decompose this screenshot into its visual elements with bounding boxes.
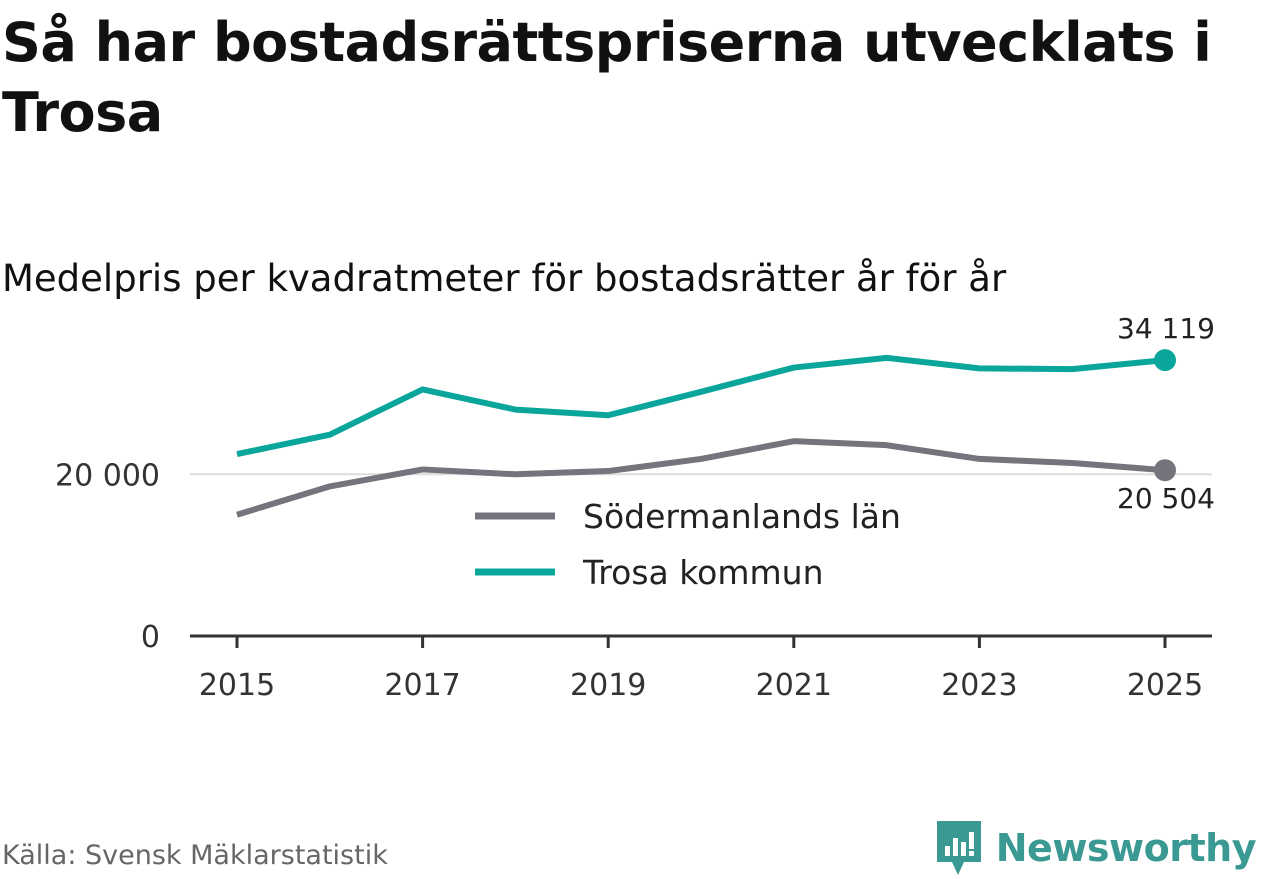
x-tick-label: 2025 xyxy=(1127,668,1203,703)
x-tick-label: 2023 xyxy=(941,668,1017,703)
source-note: Källa: Svensk Mäklarstatistik xyxy=(2,840,388,871)
series-line-kommun xyxy=(236,354,1166,458)
x-tick-label: 2015 xyxy=(199,668,275,703)
legend-box xyxy=(465,488,940,603)
newsworthy-logo-icon xyxy=(936,821,981,875)
y-tick-label: 0 xyxy=(141,620,160,655)
end-value-label: 34 119 xyxy=(1117,312,1215,345)
y-tick-label: 20 000 xyxy=(55,458,160,493)
x-tick-label: 2021 xyxy=(756,668,832,703)
newsworthy-logo: Newsworthy xyxy=(934,818,1257,878)
brand-name: Newsworthy xyxy=(995,826,1257,870)
end-point-kommun xyxy=(1154,349,1176,372)
line-chart: 0 20 000 2015 2017 2019 2021 2023 2025 Söderman… xyxy=(55,312,1215,703)
x-tick-label: 2019 xyxy=(570,668,646,703)
series-line-lan xyxy=(236,438,1166,518)
legend-label: Södermanlands län xyxy=(583,497,901,536)
x-tick-label: 2017 xyxy=(384,668,460,703)
chart-title: Så har bostadsrättspriserna utvecklats i… xyxy=(2,11,1212,144)
legend-label: Trosa kommun xyxy=(582,553,824,592)
end-value-label: 20 504 xyxy=(1117,482,1215,515)
chart-subtitle: Medelpris per kvadratmeter för bostadsrä… xyxy=(2,257,1007,300)
end-point-lan xyxy=(1154,459,1176,482)
